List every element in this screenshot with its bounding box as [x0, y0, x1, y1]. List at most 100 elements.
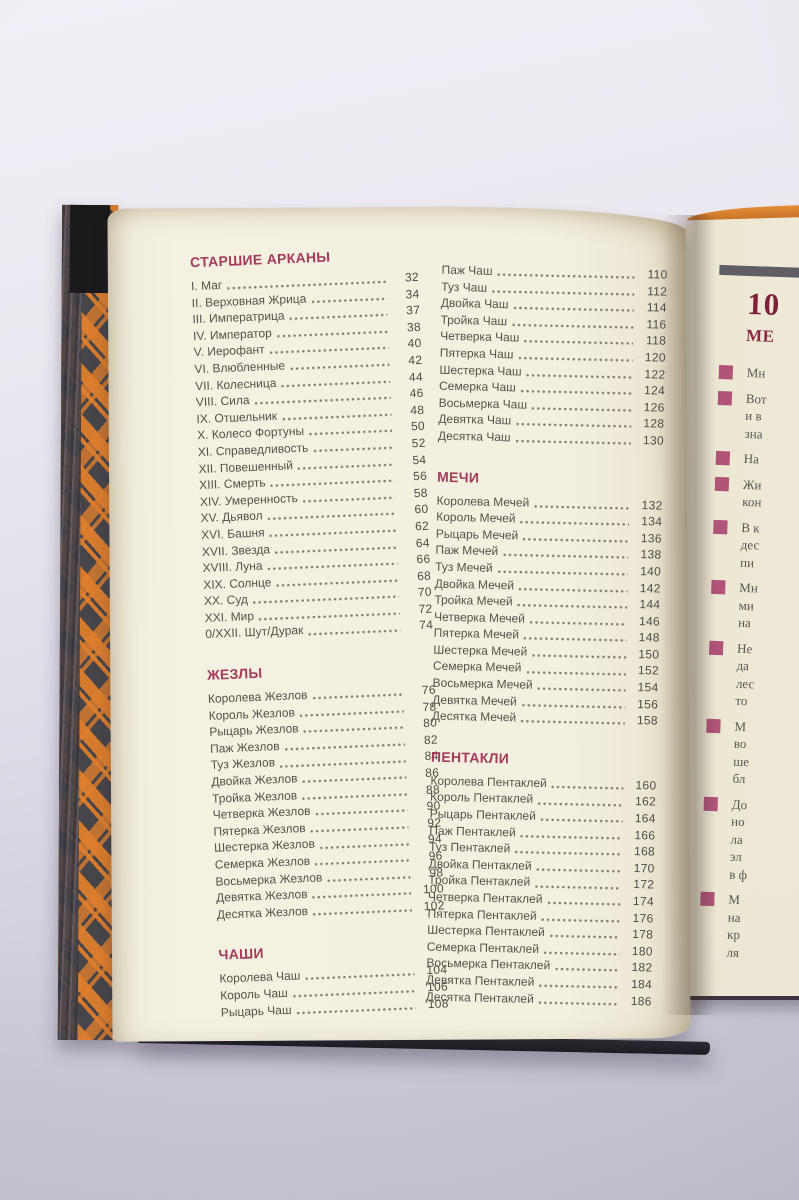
toc-entry-label: Пятерка Мечей [433, 625, 520, 642]
toc-entry-label: Туз Мечей [434, 559, 493, 575]
dot-leader [539, 984, 620, 990]
toc-page-number: 34 [405, 286, 420, 302]
toc-entry-label: XIX. Солнце [203, 574, 272, 592]
bullet-text-fragment: Жи кон [742, 476, 762, 510]
toc-page-number: 152 [637, 663, 660, 679]
bullet-square-icon [718, 364, 734, 380]
dot-leader [531, 406, 632, 413]
toc-page-number: 120 [644, 350, 666, 365]
bullet-text-fragment: До но ла эл в ф [729, 796, 748, 882]
toc-entry-label: Туз Пентаклей [428, 839, 511, 856]
toc-page-number: 186 [630, 993, 652, 1009]
dot-leader [313, 908, 412, 917]
toc-page-number: 134 [641, 514, 663, 529]
toc-entry-label: Паж Чаш [441, 262, 493, 278]
toc-page-number: 70 [417, 584, 433, 600]
toc-entry-label: Двойка Мечей [434, 576, 515, 592]
toc-page-number: 180 [631, 943, 653, 959]
dot-leader [536, 867, 622, 874]
toc-page-number: 154 [637, 680, 659, 695]
section-title: СТАРШИЕ АРКАНЫ [189, 248, 331, 271]
bullet-square-icon [703, 796, 719, 811]
bullet-item: В к дес пи [712, 517, 799, 575]
toc-page-number: 126 [643, 399, 665, 415]
toc-page-number: 62 [414, 518, 430, 534]
dot-leader [515, 850, 622, 858]
section-title: МЕЧИ [436, 468, 480, 486]
toc-page-number: 166 [634, 827, 656, 843]
bullet-square-icon [708, 640, 724, 655]
toc-page-number: 146 [638, 613, 661, 629]
bullet-item: Не да лес то [707, 638, 799, 713]
section-title: ПЕНТАКЛИ [430, 748, 510, 767]
dot-leader [532, 653, 627, 660]
toc-page-number: 50 [410, 419, 426, 434]
toc-entry-label: Рыцарь Мечей [435, 526, 519, 543]
toc-page-number: 114 [646, 300, 667, 315]
dot-leader [515, 439, 631, 446]
dot-leader [497, 570, 629, 577]
toc-page-number: 110 [647, 267, 668, 282]
dot-leader [538, 1000, 619, 1007]
toc-page-number: 44 [408, 369, 424, 384]
bullet-list: Мн Вот и в зна На Жи кон В к дес пи Мн ми на Н… [698, 363, 799, 973]
toc-entry-label: I. Маг [190, 277, 223, 294]
toc-page-number: 40 [407, 336, 422, 351]
toc-entry-label: Десятка Жезлов [216, 903, 309, 922]
chapter-title-fragment: МЕ [745, 325, 775, 346]
dot-leader [308, 628, 401, 637]
toc-row: Десятка Мечей 158 [432, 708, 658, 730]
book: 10 МЕ Мн Вот и в зна На Жи кон В к дес пи Мн … [50, 185, 799, 1070]
toc-page-number: 60 [414, 502, 429, 517]
bullet-item: Вот и в зна [716, 388, 799, 446]
dot-leader [538, 801, 624, 808]
dot-leader [523, 636, 627, 644]
toc-entry-label: Двойка Чаш [440, 295, 509, 312]
dot-leader [535, 884, 622, 891]
toc-entry-label: Паж Мечей [435, 542, 499, 559]
dot-leader [526, 373, 633, 380]
toc-page: СТАРШИЕ АРКАНЫ I. Маг 32 II. Верховная Жриц… [107, 205, 691, 1042]
dot-leader [518, 356, 633, 363]
bullet-text-fragment: Не да лес то [735, 640, 755, 709]
dot-leader [520, 834, 623, 841]
toc-page-number: 170 [633, 860, 655, 876]
dot-leader [516, 422, 632, 430]
toc-entry-label: Королева Мечей [436, 493, 530, 510]
toc-page-number: 136 [640, 530, 662, 546]
toc-page-number: 130 [642, 433, 665, 448]
dot-leader [543, 950, 620, 957]
toc-page-number: 140 [640, 564, 662, 579]
toc-column-left: СТАРШИЕ АРКАНЫ I. Маг 32 II. Верховная Жриц… [190, 245, 449, 1021]
dot-leader [547, 901, 621, 907]
toc-page-number: 58 [413, 485, 428, 500]
toc-entry-label: Четверка Мечей [433, 609, 526, 626]
bullet-text-fragment: На [743, 450, 760, 467]
toc-entry-label: Восьмерка Чаш [438, 395, 528, 412]
toc-entry-label: Десятка Пентаклей [425, 989, 534, 1006]
toc-entry-label: Пятерка Чаш [439, 345, 514, 362]
bullet-item: На [715, 449, 799, 472]
dot-leader [518, 587, 628, 594]
bullet-square-icon [714, 476, 730, 491]
dot-leader [521, 703, 626, 710]
bullet-item: Мн [718, 363, 799, 386]
toc-entry-label: XXI. Мир [204, 608, 255, 625]
dot-leader [524, 340, 634, 347]
dot-leader [497, 273, 635, 281]
section-title: ЧАШИ [218, 945, 265, 964]
bullet-item: Мн ми на [710, 578, 799, 636]
toc-column-right: Паж Чаш 110 Туз Чаш 112 Двойка Чаш 114 Тройка … [426, 262, 668, 1010]
toc-page-number: 156 [637, 696, 659, 712]
toc-page-number: 112 [647, 283, 668, 299]
toc-entry-label: Десятка Мечей [431, 708, 517, 725]
toc-page-number: 118 [645, 333, 667, 349]
bullet-square-icon [711, 579, 726, 595]
toc-page-number: 138 [640, 547, 662, 562]
toc-page-number: 64 [415, 535, 431, 550]
dot-leader [541, 917, 621, 924]
toc-entry-label: 0/XXII. Шут/Дурак [205, 623, 304, 642]
toc-page-number: 178 [632, 927, 654, 942]
toc-page-number: 122 [644, 366, 666, 382]
